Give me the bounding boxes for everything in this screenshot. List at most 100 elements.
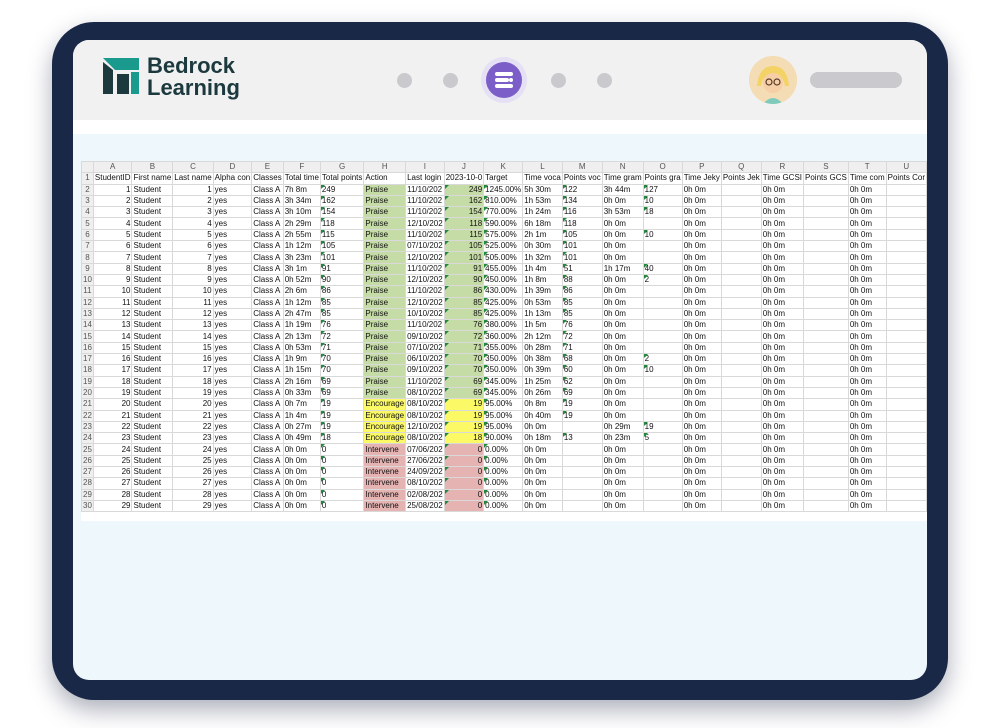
cell[interactable]: 0h 0m [925,353,927,366]
cell[interactable]: Praise [363,330,407,343]
cell[interactable] [720,240,762,253]
cell[interactable] [885,488,927,501]
cell[interactable]: 1h 39m [522,285,563,298]
cell[interactable]: 0h 0m [681,454,722,468]
cell[interactable]: yes [212,262,253,275]
cell[interactable]: Student [131,307,174,321]
cell[interactable]: yes [212,375,253,388]
row-number[interactable]: 5 [81,217,94,230]
cell[interactable]: 0 [319,477,365,490]
cell[interactable]: 28 [92,488,133,501]
cell[interactable]: 360.00% [483,330,524,343]
row-number[interactable]: 10 [81,273,94,287]
cell[interactable]: 1 [92,183,133,196]
cell[interactable] [720,477,762,490]
cell[interactable]: 0.00% [483,499,524,513]
cell[interactable] [720,206,762,219]
cell[interactable]: 525.00% [483,240,524,253]
cell[interactable]: Class A [251,499,284,513]
cell[interactable]: 69 [319,386,365,400]
cell[interactable]: 575.00% [483,228,524,242]
cell[interactable]: 0h 0m [847,296,887,309]
cell[interactable]: yes [212,330,253,343]
cell[interactable]: 76 [443,319,485,332]
cell[interactable]: 07/10/202 [405,341,445,355]
cell[interactable]: 22 [92,420,133,434]
cell[interactable]: Praise [363,251,407,264]
cell[interactable]: 0h 0m [760,409,805,422]
cell[interactable] [642,341,683,355]
cell[interactable] [803,206,849,219]
cell[interactable]: 0h 0m [847,194,887,208]
cell[interactable]: Student [131,194,174,208]
cell[interactable]: 0h 0m [925,273,927,287]
cell[interactable] [720,228,762,242]
cell[interactable] [561,454,603,468]
cell[interactable]: 0h 0m [760,240,805,253]
cell[interactable] [561,420,603,434]
cell[interactable]: 0h 29m [601,420,644,434]
cell[interactable]: 85 [319,296,365,309]
cell[interactable]: 16 [172,353,214,366]
header-cell[interactable]: Last name [172,172,214,185]
header-cell[interactable]: Time gram [601,172,644,185]
cell[interactable]: 0h 0m [522,443,563,456]
cell[interactable]: 12/10/202 [405,296,445,309]
cell[interactable]: Class A [251,330,284,343]
cell[interactable]: 0h 0m [760,386,805,400]
cell[interactable]: 23 [172,432,214,445]
cell[interactable]: 2h 1m [522,228,563,242]
cell[interactable] [720,341,762,355]
cell[interactable]: 0 [319,443,365,456]
cell[interactable]: yes [212,420,253,434]
cell[interactable]: 71 [561,341,603,355]
header-cell[interactable]: Classes [251,172,284,185]
cell[interactable]: 0h 0m [601,386,644,400]
cell[interactable] [642,285,683,298]
cell[interactable]: 115 [319,228,365,242]
cell[interactable] [720,499,762,513]
column-letter-k[interactable]: K [483,161,524,174]
cell[interactable]: Praise [363,386,407,400]
cell[interactable]: 0h 0m [760,285,805,298]
cell[interactable] [642,319,683,332]
cell[interactable]: 7 [92,251,133,264]
cell[interactable]: 76 [319,319,365,332]
cell[interactable] [803,296,849,309]
cell[interactable] [720,319,762,332]
cell[interactable] [642,443,683,456]
cell[interactable]: 3h 53m [601,206,644,219]
cell[interactable] [885,398,927,411]
cell[interactable]: 0h 38m [522,353,563,366]
cell[interactable]: 4 [92,217,133,230]
cell[interactable]: 0h 0m [760,273,805,287]
column-letter-b[interactable]: B [131,161,174,174]
cell[interactable]: 0.00% [483,454,524,468]
cell[interactable]: 62 [561,375,603,388]
cell[interactable] [642,477,683,490]
cell[interactable]: 0h 0m [847,364,887,377]
corner-cell[interactable] [81,161,94,174]
row-number[interactable]: 18 [81,364,94,377]
cell[interactable]: 19 [443,409,485,422]
cell[interactable]: 0h 0m [681,398,722,411]
cell[interactable]: 13 [561,432,603,445]
cell[interactable]: 22 [172,420,214,434]
cell[interactable]: 71 [319,341,365,355]
cell[interactable]: 08/10/202 [405,477,445,490]
cell[interactable]: 0.00% [483,488,524,501]
cell[interactable] [803,488,849,501]
cell[interactable]: 162 [443,194,485,208]
cell[interactable]: Class A [251,488,284,501]
cell[interactable] [803,217,849,230]
cell[interactable] [642,375,683,388]
cell[interactable]: 12/10/202 [405,217,445,230]
cell[interactable] [885,364,927,377]
cell[interactable]: 21 [172,409,214,422]
cell[interactable]: 0h 7m [282,398,321,411]
cell[interactable]: yes [212,409,253,422]
cell[interactable]: 76 [561,319,603,332]
cell[interactable]: 15 [172,341,214,355]
cell[interactable] [803,364,849,377]
cell[interactable]: 0h 0m [925,285,927,298]
